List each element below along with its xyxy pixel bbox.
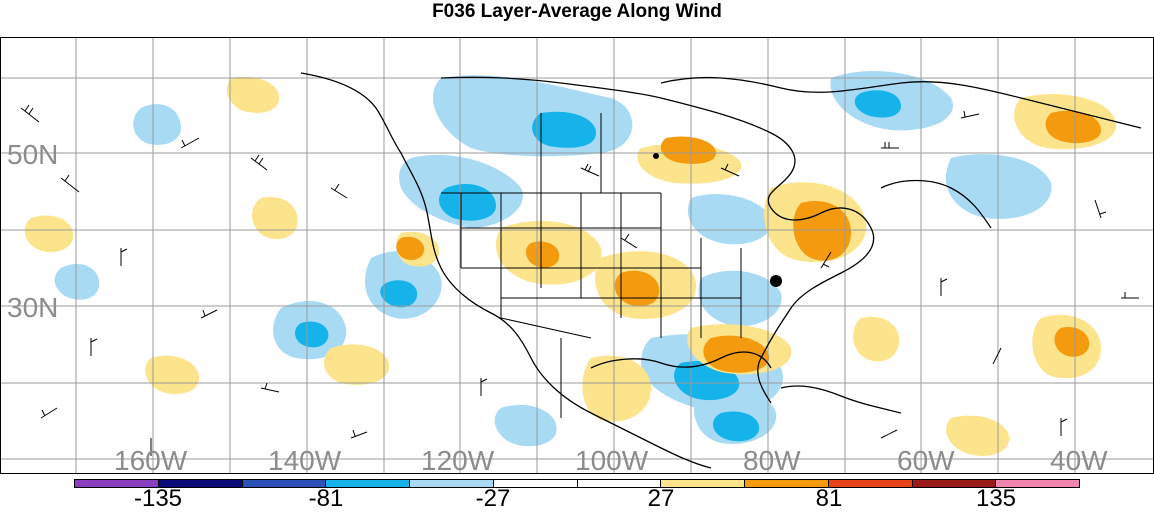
strong-negative-core: [295, 321, 329, 348]
wind-barb: [1060, 418, 1068, 436]
lon-label-120w: 120W: [421, 445, 495, 474]
strong-negative-core: [854, 90, 901, 118]
positive-anomaly-region: [946, 415, 1010, 456]
colorbar-segment: [410, 480, 494, 487]
lat-label-30n: 30N: [7, 292, 59, 323]
wind-barb: [20, 104, 40, 123]
colorbar-label: 27: [647, 485, 675, 512]
colorbar-segment: [75, 480, 159, 487]
positive-anomaly-region: [145, 355, 200, 395]
colorbar-segment: [577, 480, 662, 487]
negative-anomaly-region: [432, 75, 633, 157]
colorbar-label: 135: [975, 485, 1017, 512]
strong-negative-core: [380, 280, 418, 308]
wind-barb: [330, 183, 348, 199]
strong-positive-core: [793, 201, 851, 261]
colorbar-label: -135: [133, 485, 183, 512]
gulf-coastline: [590, 351, 772, 369]
wind-barb: [40, 407, 58, 419]
positive-anomaly-region: [324, 344, 390, 385]
negative-anomaly-region: [945, 154, 1052, 219]
north-america-coastline: [440, 76, 662, 99]
positive-anomaly-region: [226, 76, 280, 113]
strong-positive-core: [525, 241, 560, 268]
north-america-coastline: [300, 72, 712, 469]
lon-label-140w: 140W: [268, 445, 342, 474]
wind-barb: [960, 110, 980, 119]
colorbar-segment: [745, 480, 829, 487]
colorbar-segment: [158, 480, 243, 487]
wind-barb: [820, 251, 832, 269]
lon-label-60w: 60W: [897, 445, 955, 474]
wind-barb: [90, 338, 98, 356]
wind-barb: [480, 378, 488, 396]
wind-barb: [620, 233, 638, 249]
negative-anomaly-region: [687, 194, 772, 245]
wind-barb: [250, 154, 268, 171]
colorbar-segment: [828, 480, 913, 487]
negative-anomaly-region: [54, 264, 100, 300]
wind-barb: [260, 382, 280, 393]
colorbar-segment: [326, 480, 410, 487]
wind-barb: [180, 137, 200, 149]
lon-label-100w: 100W: [575, 445, 649, 474]
strong-negative-core: [532, 111, 596, 148]
wind-barb: [200, 309, 218, 319]
colorbar-label: 81: [815, 485, 843, 512]
strong-positive-core: [1045, 110, 1101, 144]
wind-barb: [940, 278, 948, 296]
lat-label-50n: 50N: [7, 139, 59, 170]
wind-barb: [720, 163, 740, 177]
negative-anomaly-region: [133, 104, 181, 145]
strong-positive-core: [396, 236, 425, 260]
map-graphic: [1, 38, 1153, 473]
strong-positive-core: [703, 335, 770, 373]
positive-anomaly-region: [853, 316, 900, 362]
wind-barb: [880, 429, 898, 439]
colorbar-segment: [242, 480, 327, 487]
wind-barb: [120, 248, 128, 266]
wind-barb: [1121, 292, 1139, 299]
colorbar-segment: [912, 480, 997, 487]
positive-anomaly-region: [252, 197, 298, 240]
wind-barb: [60, 174, 80, 193]
strong-negative-core: [712, 411, 760, 442]
map-panel: 50N 30N 160W 140W 120W 100W 80W 60W 40W: [0, 37, 1154, 474]
canada-coastline: [880, 179, 992, 229]
colorbar-segment: [996, 480, 1079, 487]
colorbar-segment: [493, 480, 578, 487]
lon-label-160w: 160W: [114, 445, 188, 474]
lon-label-80w: 80W: [743, 445, 801, 474]
colorbar: [74, 479, 1080, 488]
colorbar-label: -81: [308, 485, 344, 512]
caribbean-islands: [780, 385, 902, 414]
lon-label-40w: 40W: [1050, 445, 1108, 474]
wind-barb: [1094, 199, 1107, 219]
canada-coastline: [660, 76, 1142, 129]
colorbar-label: -27: [475, 485, 511, 512]
north-america-coastline: [660, 97, 875, 404]
positive-anomaly-region: [24, 215, 74, 253]
wind-barb: [992, 347, 1002, 365]
strong-positive-core: [1054, 327, 1090, 357]
negative-anomaly-region: [494, 404, 557, 447]
station-marker: [653, 153, 659, 159]
colorbar-segment: [661, 480, 745, 487]
wind-barb: [580, 163, 600, 177]
strong-positive-core: [614, 270, 660, 307]
positive-anomaly-region: [582, 355, 651, 422]
station-marker: [770, 275, 782, 287]
chart-title: F036 Layer-Average Along Wind: [432, 1, 722, 22]
wind-barb: [350, 429, 368, 439]
strong-positive-core: [660, 136, 716, 164]
wind-barb: [881, 142, 899, 149]
